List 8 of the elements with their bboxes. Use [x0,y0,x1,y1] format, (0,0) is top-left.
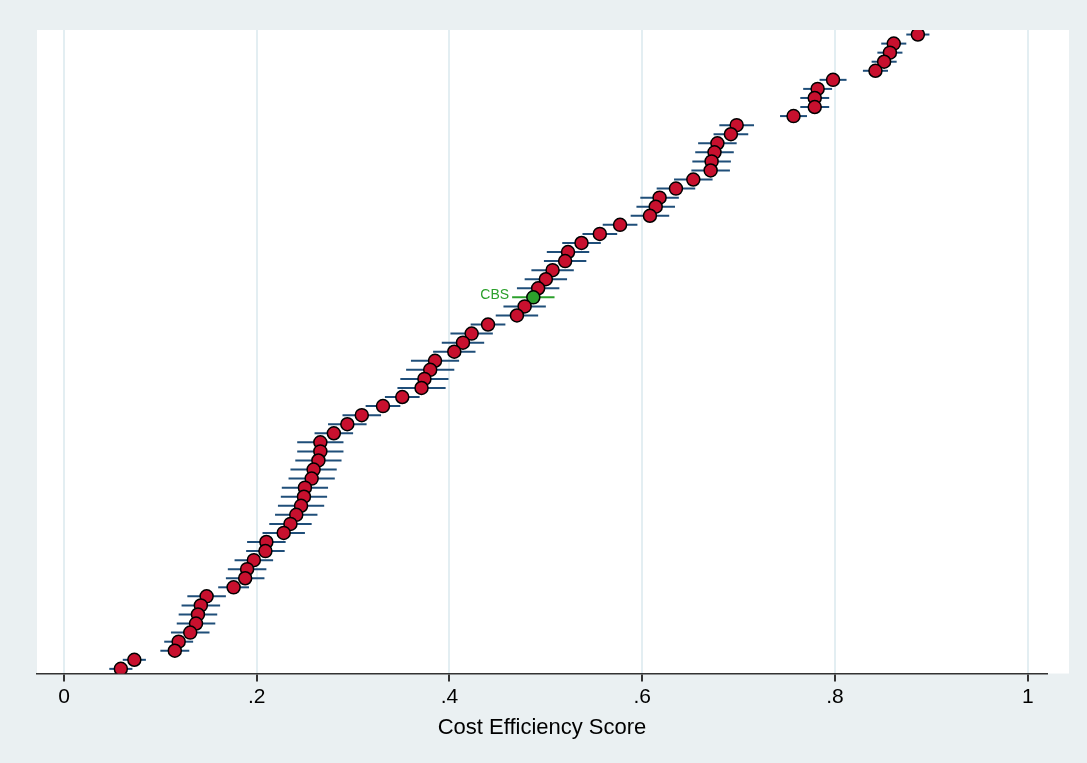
x-tick-label: .8 [826,683,844,707]
x-axis-title: Cost Efficiency Score [437,713,647,739]
x-tick-label: 0 [58,683,70,707]
x-tick-label: .4 [440,683,459,707]
x-tick-label: 1 [1021,683,1034,707]
data-label: CBS [480,286,510,303]
x-tick-label: .2 [247,683,266,707]
x-tick-label: .6 [633,683,651,707]
